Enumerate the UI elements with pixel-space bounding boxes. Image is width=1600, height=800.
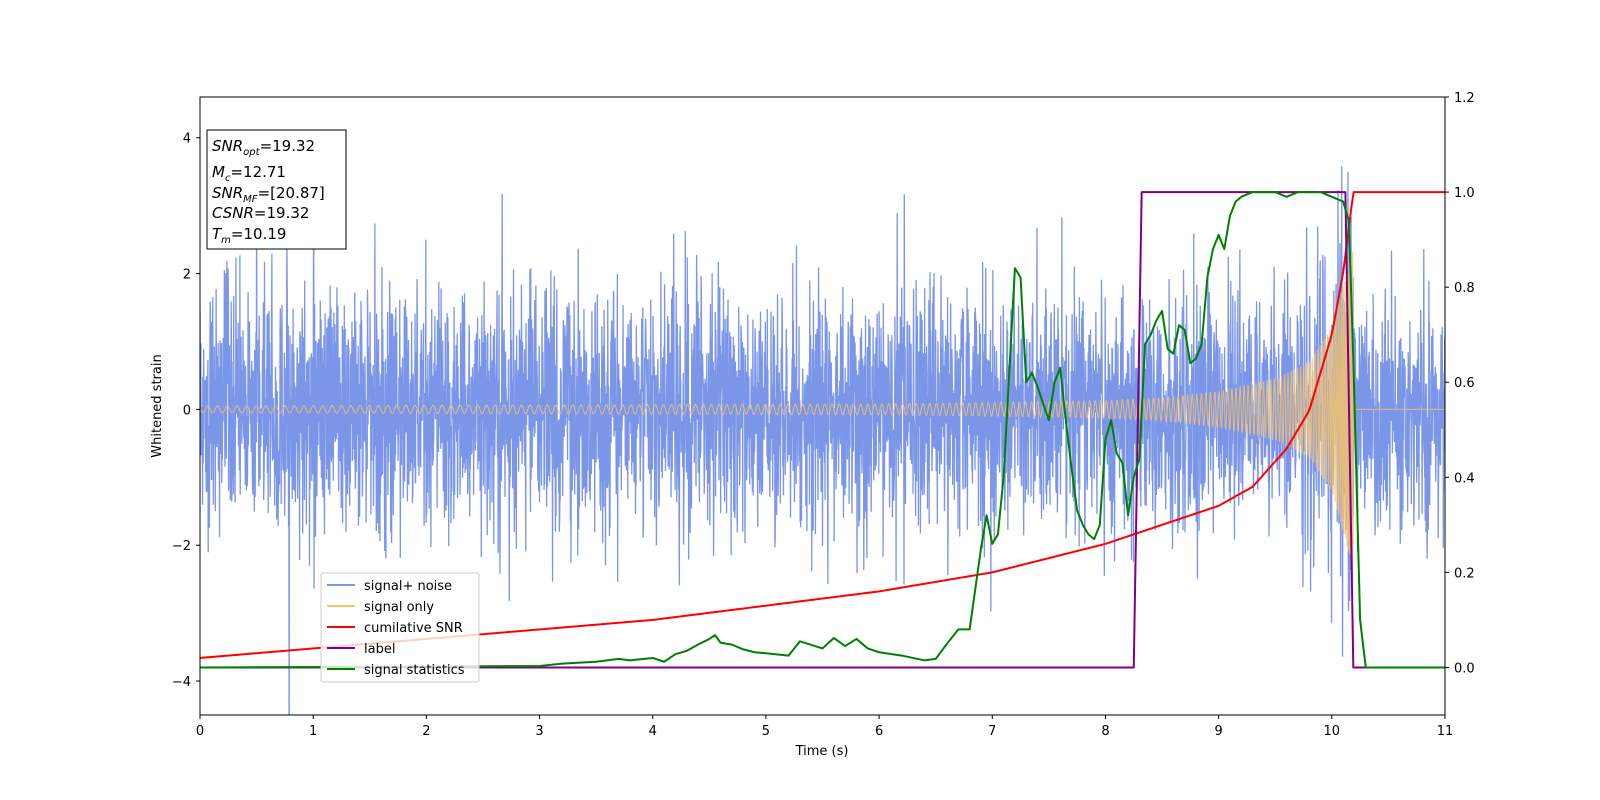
plot-frame <box>199 96 1446 716</box>
y2-tick-label: 1.2 <box>1454 91 1475 106</box>
y-axis-label: Whitened strain <box>150 354 165 457</box>
legend: signal+ noise signal only cumilative SNR… <box>320 572 480 683</box>
x-axis-label: Time (s) <box>795 744 849 759</box>
legend-frame <box>320 572 480 683</box>
annotation-csnr: CSNR=19.32 <box>212 204 309 222</box>
annotation-box: SNRopt=19.32 Mc=12.71 SNRMF=[20.87] CSNR… <box>206 129 347 250</box>
y-tick-label: −2 <box>172 539 191 554</box>
y2-tick-label: 1.0 <box>1454 186 1475 201</box>
x-tick-label: 2 <box>422 724 430 739</box>
annotation-tm: Tm=10.19 <box>212 225 286 246</box>
x-tick-label: 11 <box>1437 724 1454 739</box>
legend-label-label: label <box>364 642 395 657</box>
y-tick-label: 4 <box>183 132 191 147</box>
x-tick-label: 7 <box>988 724 996 739</box>
legend-label-cumulative-snr: cumilative SNR <box>364 621 463 636</box>
legend-label-signal-only: signal only <box>364 600 434 615</box>
y2-tick-label: 0.6 <box>1454 376 1475 391</box>
x-tick-label: 8 <box>1101 724 1109 739</box>
y2-tick-label: 0.0 <box>1454 661 1475 676</box>
x-tick-label: 3 <box>535 724 543 739</box>
series-signal-statistics <box>200 191 1445 669</box>
series-signal-noise <box>200 165 1445 715</box>
x-tick-label: 4 <box>649 724 657 739</box>
y-tick-label: −4 <box>172 675 191 690</box>
x-tick-label: 6 <box>875 724 883 739</box>
x-tick-label: 0 <box>196 724 204 739</box>
x-tick-label: 1 <box>309 724 317 739</box>
x-tick-label: 5 <box>762 724 770 739</box>
y2-tick-label: 0.8 <box>1454 281 1475 296</box>
x-tick-label: 10 <box>1324 724 1341 739</box>
annotation-mc: Mc=12.71 <box>212 163 286 184</box>
annotation-snr-mf: SNRMF=[20.87] <box>212 184 325 205</box>
legend-label-signal-noise: signal+ noise <box>364 579 452 594</box>
y-tick-label: 2 <box>183 268 191 283</box>
y2-tick-label: 0.2 <box>1454 566 1475 581</box>
x-tick-label: 9 <box>1214 724 1222 739</box>
annotation-frame <box>206 129 347 250</box>
y2-tick-label: 0.4 <box>1454 471 1475 486</box>
series-signal-only <box>200 251 1445 568</box>
ticks-layer: 0 1 2 3 4 5 6 7 8 9 10 11 −4 −2 0 2 4 0.0 0.2 0.4 0.6 0.8 1.0 1… <box>172 91 1475 739</box>
y-tick-label: 0 <box>183 403 191 418</box>
annotation-snr-opt: SNRopt=19.32 <box>212 137 315 158</box>
legend-label-signal-statistics: signal statistics <box>364 663 465 678</box>
